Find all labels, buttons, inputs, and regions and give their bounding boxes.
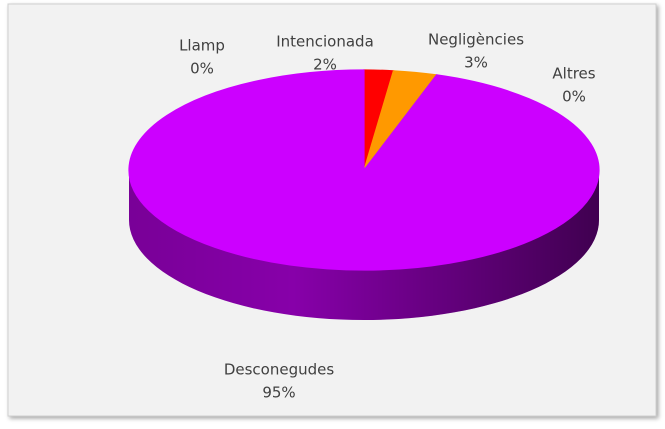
slice-value-label: 2%: [313, 56, 337, 74]
slice-side-shade: [129, 170, 599, 320]
slice-value-label: 0%: [562, 88, 586, 106]
slice-label: Llamp: [179, 37, 225, 55]
slice-value-label: 0%: [190, 60, 214, 78]
slice-label: Altres: [552, 65, 595, 83]
slice-label: Desconegudes: [224, 361, 335, 379]
slice: [128, 69, 600, 271]
slice-label: Negligències: [428, 31, 524, 49]
slice-label: Intencionada: [276, 33, 374, 51]
slice-value-label: 3%: [464, 54, 488, 72]
slice-value-label: 95%: [262, 384, 295, 402]
